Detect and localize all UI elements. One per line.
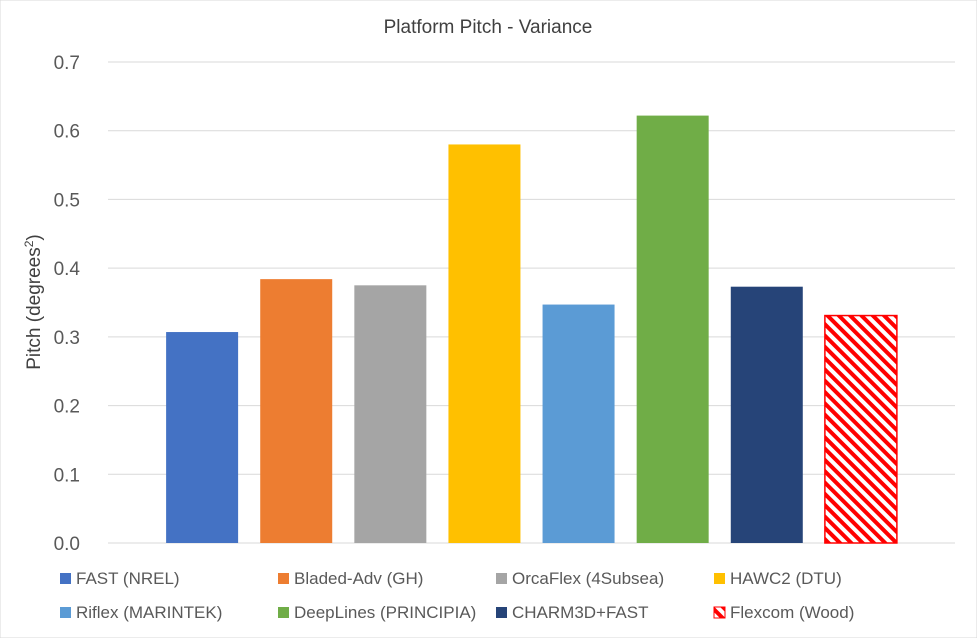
bar [824,314,898,544]
legend-swatch [496,573,507,584]
legend-label: Bladed-Adv (GH) [294,569,423,588]
chart-title: Platform Pitch - Variance [384,17,593,38]
y-axis-label-superscript: 2 [22,240,36,247]
bar [542,304,615,543]
legend-label: HAWC2 (DTU) [730,569,842,588]
y-axis-label: Pitch (degrees2) [22,234,45,370]
bar [166,332,239,543]
y-tick-label: 0.7 [54,53,80,74]
legend: FAST (NREL) Bladed-Adv (GH) OrcaFlex (4Sub… [60,569,854,622]
y-axis-label-close: ) [24,234,45,240]
y-tick-label: 0.1 [54,465,80,486]
y-axis-ticks: 0.0 0.1 0.2 0.3 0.4 0.5 0.6 0.7 [54,53,81,555]
legend-swatch [60,573,71,584]
legend-label: FAST (NREL) [76,569,180,588]
legend-label: DeepLines (PRINCIPIA) [294,603,476,622]
legend-swatch [278,573,289,584]
bar [730,286,803,543]
y-tick-label: 0.4 [54,259,81,280]
legend-swatch [714,573,725,584]
bar [354,285,427,543]
legend-label: Flexcom (Wood) [730,603,854,622]
legend-label: OrcaFlex (4Subsea) [512,569,664,588]
legend-swatch [713,606,726,619]
y-tick-label: 0.2 [54,397,80,418]
legend-label: Riflex (MARINTEK) [76,603,222,622]
legend-swatch [60,607,71,618]
y-axis-label-main: Pitch (degrees [24,247,45,370]
y-tick-label: 0.5 [54,190,80,211]
bars [166,115,898,544]
y-tick-label: 0.6 [54,122,80,143]
legend-label: CHARM3D+FAST [512,603,649,622]
legend-swatch [496,607,507,618]
bar [448,144,521,543]
legend-swatch [278,607,289,618]
bar [260,279,333,543]
gridlines [108,61,955,544]
y-tick-label: 0.0 [54,534,80,555]
bar [636,115,709,544]
y-tick-label: 0.3 [54,328,80,349]
